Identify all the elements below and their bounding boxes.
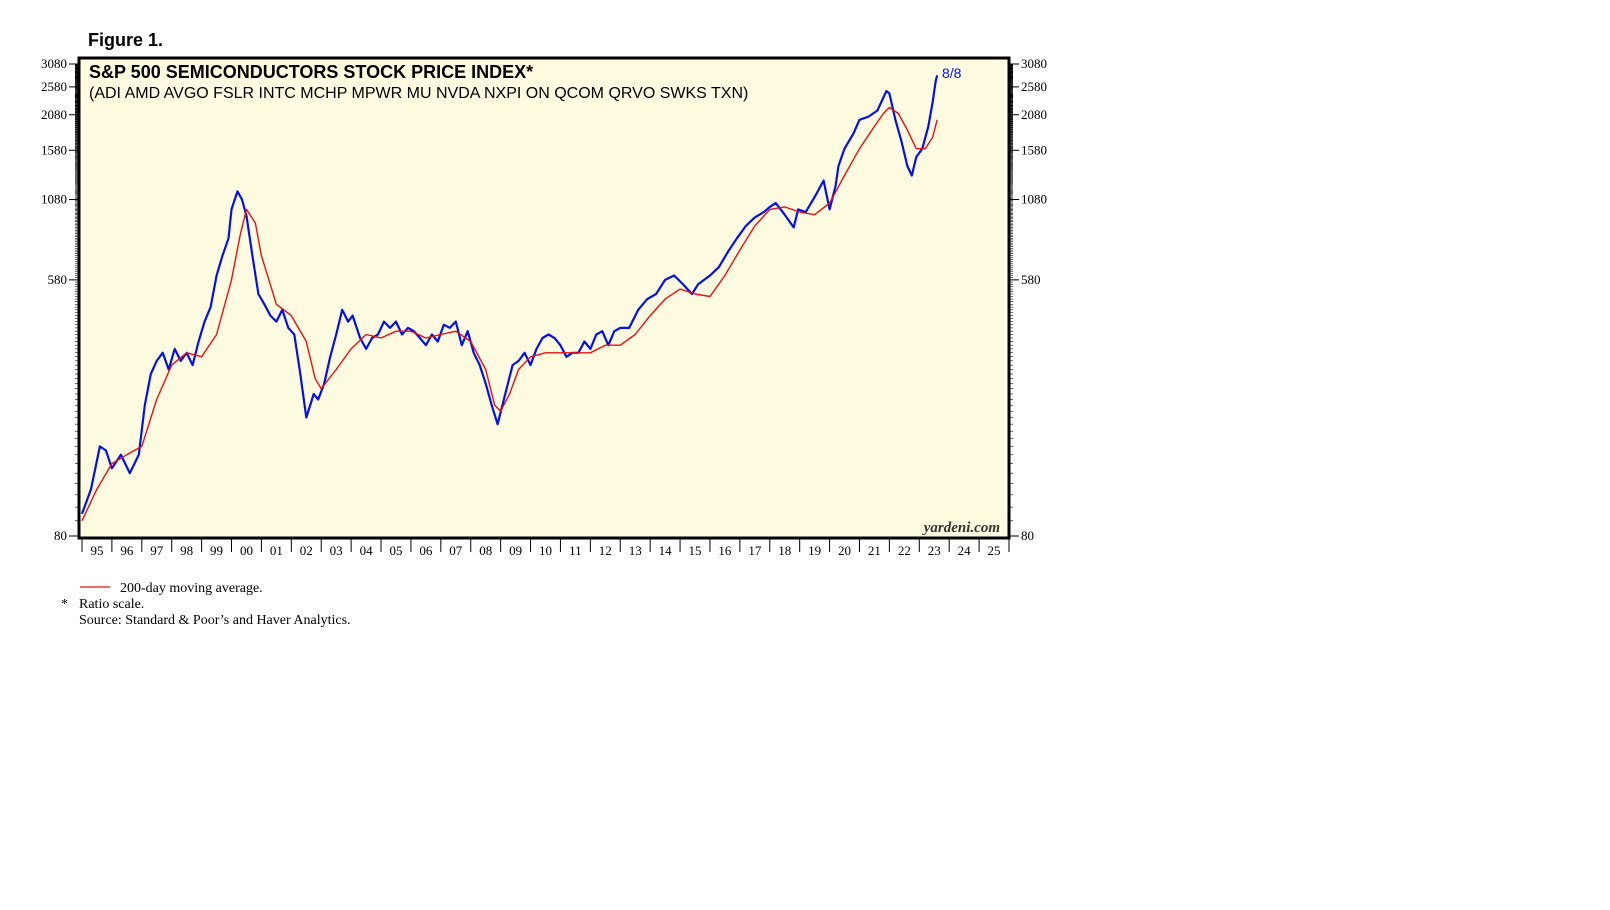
- left-tick-label: 580: [48, 272, 68, 287]
- x-tick-label: 13: [629, 543, 642, 558]
- x-tick-label: 19: [808, 543, 821, 558]
- footnote-ratio: Ratio scale.: [79, 597, 144, 612]
- right-tick-label: 3080: [1021, 56, 1047, 71]
- x-tick-label: 09: [509, 543, 522, 558]
- left-tick-label: 2580: [41, 79, 67, 94]
- x-tick-label: 02: [300, 543, 313, 558]
- footnote-source: Source: Standard & Poor’s and Haver Anal…: [79, 613, 351, 628]
- x-tick-label: 25: [988, 543, 1001, 558]
- chart-subtitle: (ADI AMD AVGO FSLR INTC MCHP MPWR MU NVD…: [89, 85, 748, 102]
- x-tick-label: 07: [449, 543, 463, 558]
- x-tick-label: 10: [539, 543, 552, 558]
- series-layer: [80, 75, 939, 522]
- x-tick-label: 96: [120, 543, 134, 558]
- x-tick-label: 24: [958, 543, 972, 558]
- moving-average-line: [81, 106, 938, 522]
- x-tick-label: 01: [270, 543, 283, 558]
- x-tick-label: 12: [599, 543, 612, 558]
- watermark: yardeni.com: [922, 520, 1000, 536]
- x-tick-label: 06: [419, 543, 433, 558]
- x-tick-label: 20: [838, 543, 851, 558]
- left-tick-label: 1580: [41, 142, 67, 157]
- chart-title: S&P 500 SEMICONDUCTORS STOCK PRICE INDEX…: [89, 62, 533, 82]
- right-y-axis: 80 580 1080 1580 2080 2580 3080: [1009, 56, 1047, 543]
- x-tick-label: 22: [898, 543, 911, 558]
- x-tick-label: 08: [479, 543, 492, 558]
- left-tick-label: 2080: [41, 107, 67, 122]
- right-tick-label: 80: [1021, 528, 1034, 543]
- left-tick-label: 3080: [41, 56, 67, 71]
- footnote-star: *: [61, 597, 68, 612]
- right-tick-label: 1080: [1021, 191, 1047, 206]
- x-tick-label: 99: [210, 543, 223, 558]
- x-tick-label: 11: [569, 543, 582, 558]
- x-tick-label: 23: [928, 543, 941, 558]
- x-axis: 95 96 97 98 99 00 01 02 03 04 05 06 07 08 09 10 11 12 13 14…: [81, 538, 1010, 558]
- right-tick-label: 2580: [1021, 79, 1047, 94]
- x-tick-label: 03: [330, 543, 343, 558]
- left-tick-label: 1080: [41, 191, 67, 206]
- x-tick-label: 98: [180, 543, 193, 558]
- figure-label: Figure 1.: [88, 30, 163, 50]
- end-date-label: 8/8: [942, 65, 962, 81]
- x-tick-label: 97: [150, 543, 164, 558]
- x-tick-label: 15: [689, 543, 702, 558]
- plot-frame: [77, 56, 1011, 540]
- x-tick-label: 17: [748, 543, 762, 558]
- x-tick-label: 95: [90, 543, 103, 558]
- right-tick-label: 2080: [1021, 107, 1047, 122]
- x-tick-label: 05: [389, 543, 402, 558]
- left-tick-label: 80: [54, 528, 67, 543]
- x-tick-label: 00: [240, 543, 253, 558]
- x-tick-label: 16: [718, 543, 732, 558]
- x-tick-label: 21: [868, 543, 881, 558]
- x-tick-label: 14: [659, 543, 673, 558]
- x-tick-label: 18: [778, 543, 791, 558]
- legend-label-ma: 200-day moving average.: [120, 581, 263, 596]
- index-line: [80, 75, 939, 515]
- right-tick-label: 580: [1021, 272, 1041, 287]
- x-tick-label: 04: [360, 543, 374, 558]
- plot-background: [79, 58, 1009, 538]
- legend: 200-day moving average.: [80, 581, 263, 596]
- right-tick-label: 1580: [1021, 142, 1047, 157]
- left-y-axis: 80 580 1080 1580 2080 2580 3080: [41, 56, 79, 543]
